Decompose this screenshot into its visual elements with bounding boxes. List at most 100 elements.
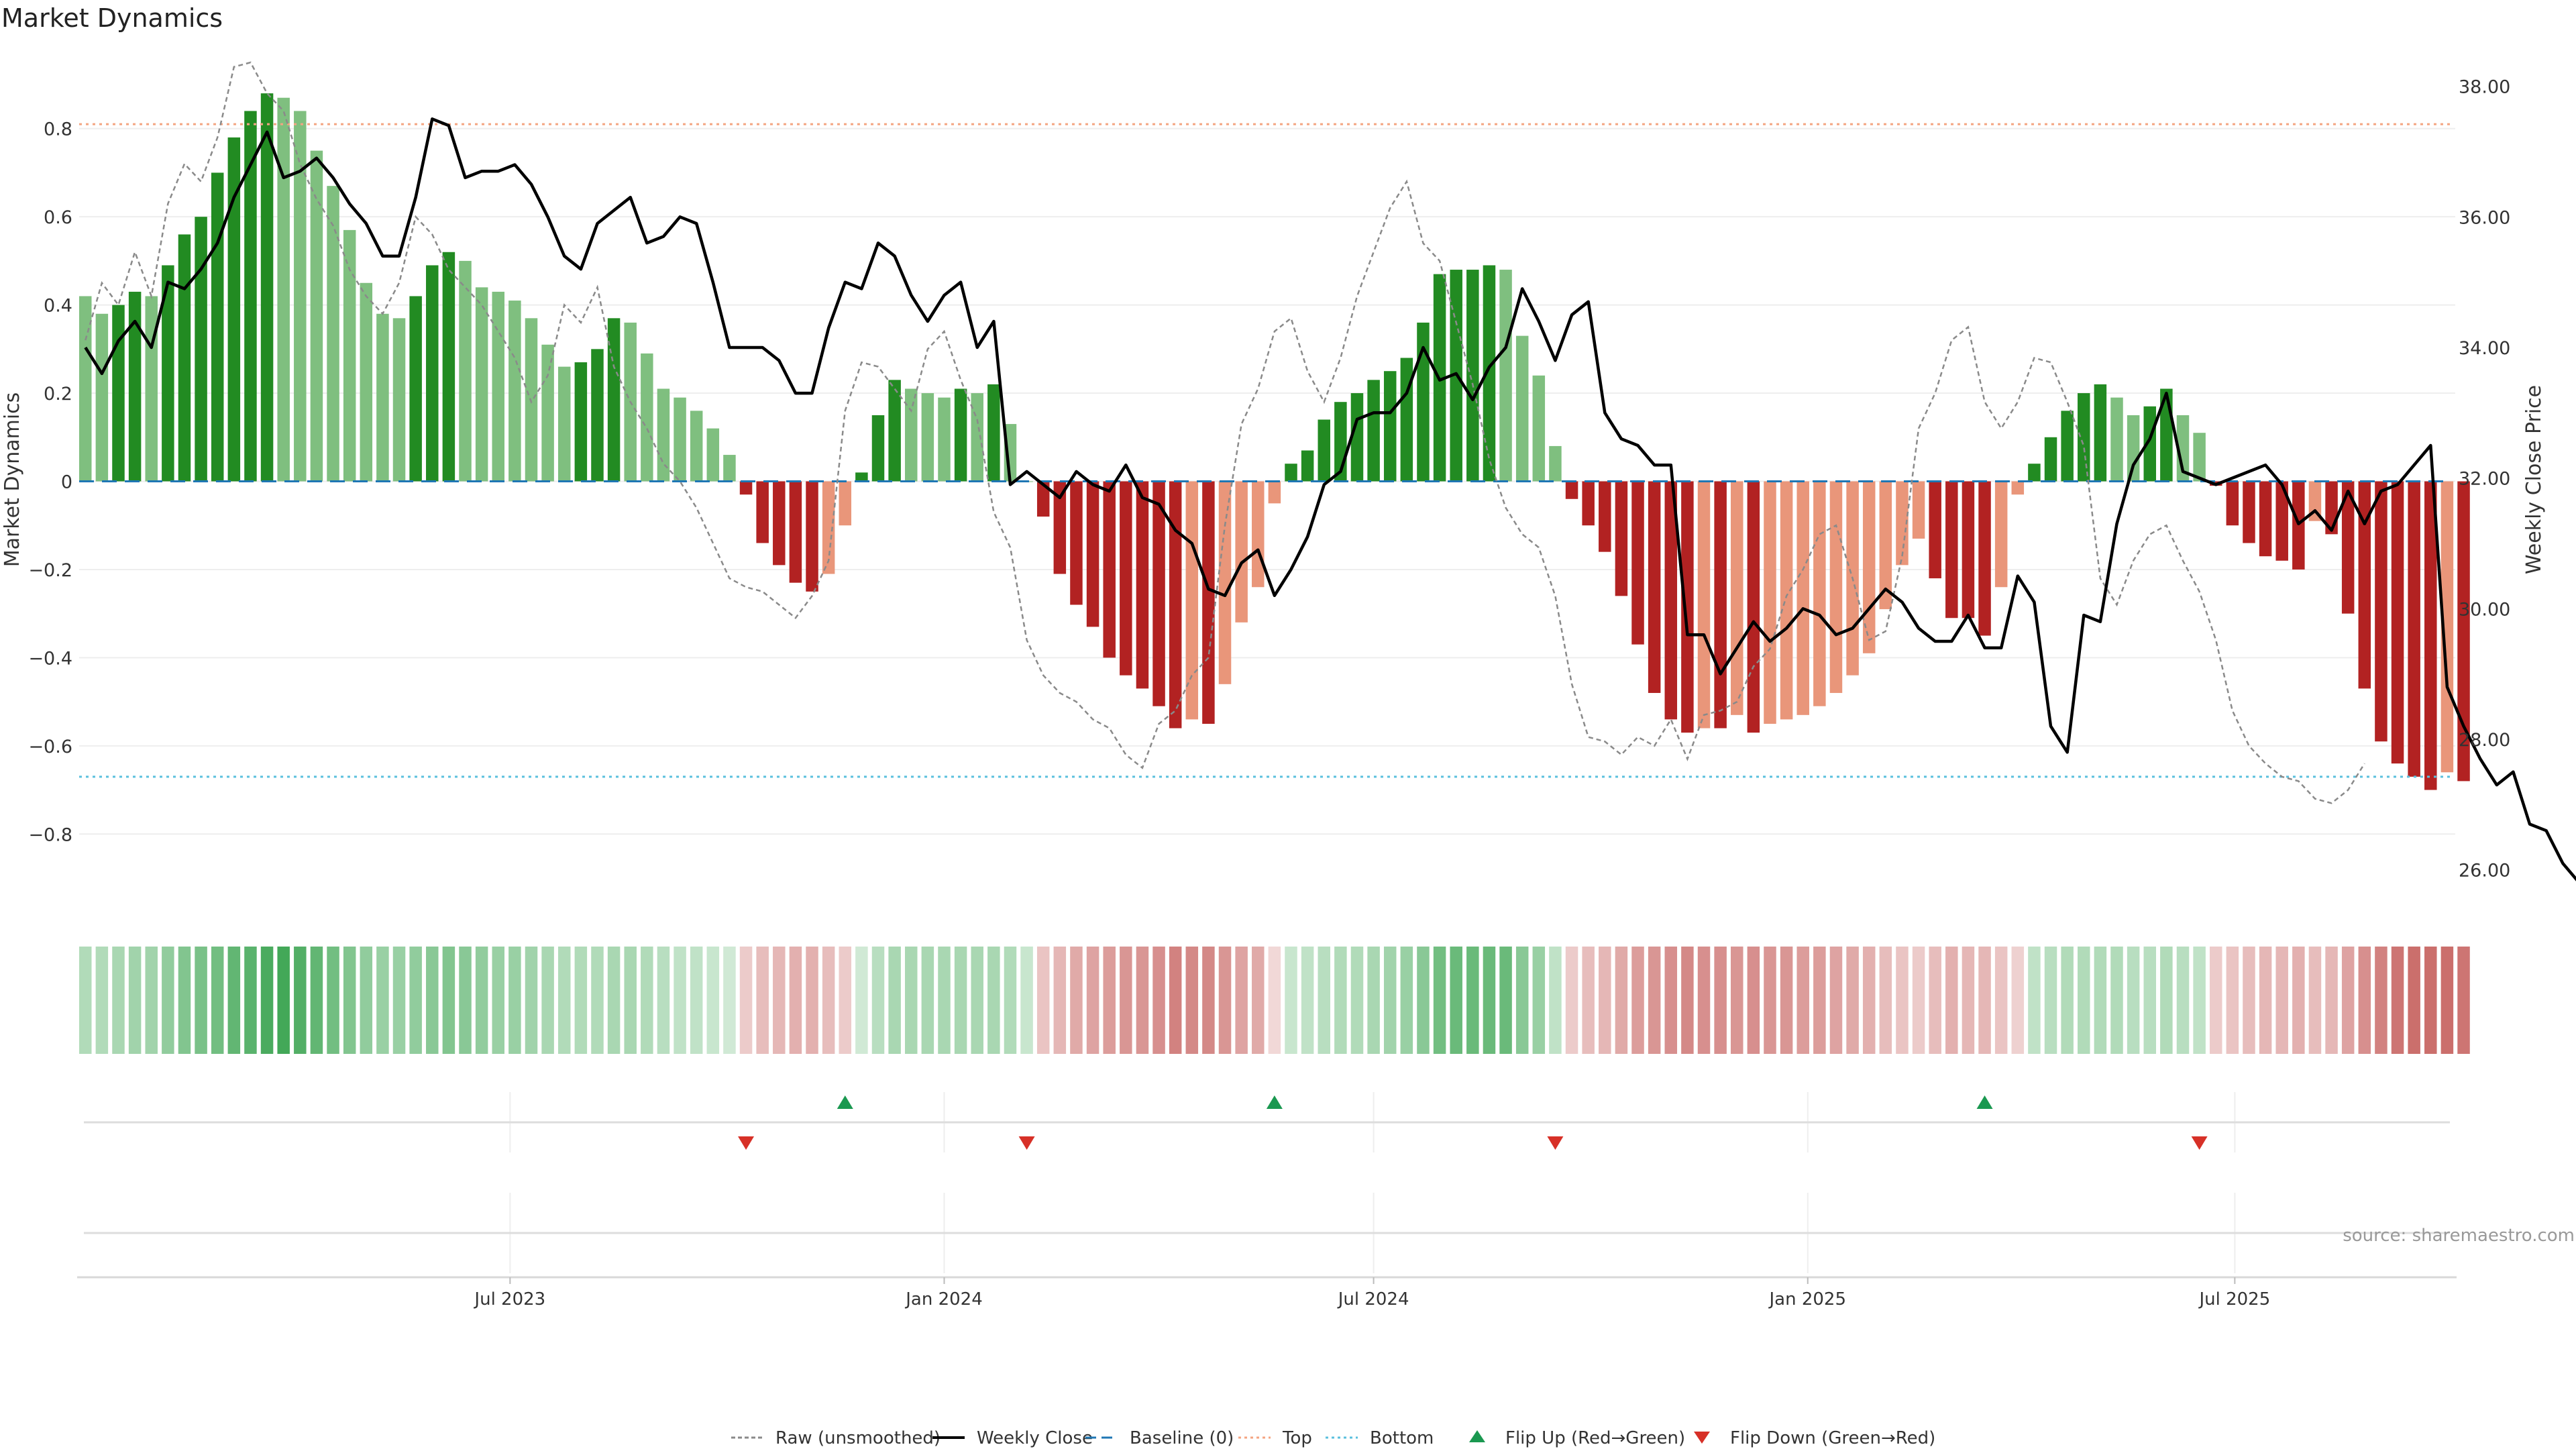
intensity-cell: [376, 947, 389, 1054]
right-tick-label: 32.00: [2459, 469, 2510, 490]
dynamics-bar: [1648, 481, 1661, 693]
intensity-cell: [2061, 947, 2074, 1054]
x-tick-label: Jul 2024: [1337, 1289, 1409, 1309]
intensity-cell: [690, 947, 703, 1054]
dynamics-bar: [145, 296, 158, 482]
intensity-cell: [1086, 947, 1099, 1054]
intensity-cell: [1962, 947, 1975, 1054]
intensity-cell: [789, 947, 802, 1054]
legend-item-baseline: Baseline (0): [1085, 1428, 1234, 1448]
dynamics-bar: [1631, 481, 1644, 645]
intensity-cell: [1103, 947, 1116, 1054]
intensity-cell: [1499, 947, 1512, 1054]
intensity-cell: [1565, 947, 1578, 1054]
dynamics-bar: [2110, 397, 2123, 482]
dynamics-bar: [1218, 481, 1232, 684]
dynamics-bar: [1235, 481, 1248, 623]
raw-line: [85, 61, 2365, 804]
dynamics-bar: [2440, 481, 2454, 773]
intensity-cell: [2193, 947, 2206, 1054]
legend-label: Top: [1282, 1428, 1312, 1448]
dynamics-bar: [905, 388, 918, 482]
intensity-cell: [2209, 947, 2222, 1054]
dynamics-bar: [1499, 270, 1512, 482]
intensity-cell: [475, 947, 488, 1054]
intensity-cell: [2391, 947, 2404, 1054]
dynamics-bar: [426, 265, 439, 482]
intensity-cell: [806, 947, 818, 1054]
intensity-cell: [1648, 947, 1661, 1054]
intensity-cell: [1764, 947, 1776, 1054]
dynamics-bars: [79, 93, 2470, 790]
dynamics-bar: [128, 291, 142, 482]
intensity-cell: [1846, 947, 1859, 1054]
main-panel: −0.8 −0.6 −0.4 −0.2 0 0.2 0.4 0.6 0.8 26.00 28.00…: [1, 61, 2576, 881]
dynamics-bar: [2408, 481, 2420, 777]
dynamics-bar: [162, 265, 174, 482]
dynamics-bar: [343, 229, 356, 482]
x-axis-ticks: Jul 2023 Jan 2024 Jul 2024 Jan 2025 Jul 2025: [473, 1277, 2270, 1309]
intensity-cell: [1879, 947, 1892, 1054]
intensity-cell: [1367, 947, 1380, 1054]
dynamics-bar: [2275, 481, 2288, 561]
intensity-cell: [1350, 947, 1364, 1054]
intensity-cell: [1433, 947, 1446, 1054]
dynamics-bar: [1780, 481, 1793, 720]
intensity-cell: [905, 947, 918, 1054]
intensity-cell: [1053, 947, 1067, 1054]
intensity-cell: [888, 947, 901, 1054]
dynamics-bar: [1318, 419, 1330, 482]
series-lines: [84, 61, 2576, 881]
intensity-cell: [2275, 947, 2288, 1054]
intensity-cell: [1664, 947, 1678, 1054]
dynamics-bar: [1929, 481, 1941, 579]
dynamics-bar: [2424, 481, 2437, 790]
dynamics-bar: [392, 318, 406, 482]
left-tick-label: 0.4: [44, 296, 72, 317]
intensity-cell: [1235, 947, 1248, 1054]
dynamics-bar: [492, 291, 504, 482]
intensity-cell: [1796, 947, 1809, 1054]
dynamics-bar: [227, 137, 241, 482]
dynamics-bar: [1714, 481, 1727, 729]
intensity-cell: [773, 947, 786, 1054]
intensity-cell: [1268, 947, 1281, 1054]
source-credit: source: sharemaestro.com: [2343, 1226, 2575, 1246]
intensity-cell: [277, 947, 290, 1054]
right-tick-label: 30.00: [2459, 599, 2510, 620]
dynamics-bar: [1565, 481, 1578, 499]
intensity-cell: [1152, 947, 1165, 1054]
dynamics-bar: [690, 411, 703, 482]
dynamics-bar: [310, 150, 323, 482]
dynamics-bar: [822, 481, 835, 574]
dynamics-bar: [1103, 481, 1116, 658]
intensity-cell: [442, 947, 455, 1054]
dynamics-bar: [1862, 481, 1876, 653]
flip-markers: [738, 1095, 2208, 1150]
intensity-cell: [1120, 947, 1132, 1054]
legend-label: Flip Down (Green→Red): [1730, 1428, 1935, 1448]
legend-swatch-flip-up: [1469, 1430, 1485, 1442]
dynamics-bar: [938, 397, 951, 482]
dynamics-bar: [1796, 481, 1809, 715]
intensity-cell: [343, 947, 356, 1054]
intensity-cell: [954, 947, 967, 1054]
dynamics-bar: [459, 260, 472, 482]
intensity-cell: [1020, 947, 1033, 1054]
intensity-cell: [723, 947, 736, 1054]
legend-label: Bottom: [1370, 1428, 1434, 1448]
dynamics-bar: [591, 349, 604, 482]
intensity-cell: [1599, 947, 1611, 1054]
dynamics-bar: [1152, 481, 1165, 706]
flip-down-marker: [738, 1136, 755, 1150]
dynamics-bar: [2308, 481, 2322, 521]
intensity-cell: [2110, 947, 2123, 1054]
dynamics-bar: [1268, 481, 1281, 504]
intensity-cell: [360, 947, 373, 1054]
dynamics-bar: [1466, 270, 1479, 482]
dynamics-bar: [739, 481, 753, 495]
left-axis-label: Market Dynamics: [1, 392, 24, 568]
legend-item-flip_up: Flip Up (Red→Green): [1469, 1428, 1685, 1448]
dynamics-bar: [1202, 481, 1215, 724]
